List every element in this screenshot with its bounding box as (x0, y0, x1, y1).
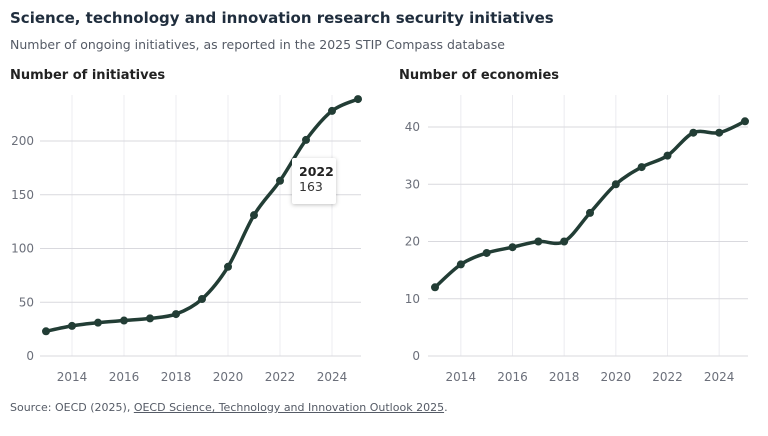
data-point (482, 248, 491, 257)
data-point (302, 135, 310, 144)
data-point (456, 260, 465, 269)
x-tick-label: 2020 (601, 370, 632, 384)
data-point (741, 117, 749, 126)
y-tick-label: 40 (405, 120, 420, 134)
data-point (120, 316, 128, 325)
data-point (611, 180, 620, 189)
data-point (508, 243, 517, 252)
x-tick-label: 2022 (265, 370, 296, 384)
data-point (276, 176, 284, 185)
y-tick-label: 0 (412, 349, 420, 363)
y-tick-label: 10 (405, 292, 420, 306)
data-point (560, 237, 569, 246)
data-point (637, 163, 646, 172)
y-tick-label: 100 (11, 242, 34, 256)
data-point (172, 310, 180, 319)
chart-title: Science, technology and innovation resea… (10, 9, 554, 27)
source-note: Source: OECD (2025), OECD Science, Techn… (10, 401, 448, 414)
y-tick-label: 0 (26, 349, 34, 363)
data-point (250, 211, 258, 220)
x-tick-label: 2018 (161, 370, 192, 384)
source-suffix: . (444, 401, 448, 414)
right-chart-title: Number of economies (399, 68, 560, 83)
y-tick-label: 200 (11, 134, 34, 148)
data-point (328, 106, 336, 115)
data-point (354, 95, 362, 104)
tooltip: 2022 163 (292, 158, 336, 204)
series-line (433, 119, 746, 289)
y-tick-label: 20 (405, 235, 420, 249)
data-point (94, 318, 102, 327)
y-tick-label: 150 (11, 188, 34, 202)
data-point (689, 128, 698, 137)
data-point (42, 327, 50, 336)
data-point (431, 283, 439, 292)
x-tick-label: 2022 (652, 370, 683, 384)
x-tick-label: 2024 (317, 370, 348, 384)
x-tick-label: 2014 (446, 370, 477, 384)
chart-subtitle: Number of ongoing initiatives, as report… (10, 37, 505, 52)
data-point (68, 321, 76, 330)
y-tick-label: 50 (19, 295, 34, 309)
y-tick-label: 30 (405, 177, 420, 191)
source-link[interactable]: OECD Science, Technology and Innovation … (133, 401, 445, 414)
left-chart-title: Number of initiatives (10, 68, 166, 83)
x-tick-label: 2014 (57, 370, 88, 384)
x-tick-label: 2016 (109, 370, 140, 384)
data-point (663, 151, 672, 160)
data-point (146, 314, 154, 323)
data-point (715, 128, 724, 137)
tooltip-year: 2022 (299, 164, 334, 179)
x-tick-label: 2020 (213, 370, 244, 384)
x-tick-label: 2018 (549, 370, 580, 384)
data-point (198, 295, 206, 304)
x-tick-label: 2024 (704, 370, 735, 384)
data-point (224, 262, 232, 271)
tooltip-value: 163 (299, 179, 323, 194)
source-prefix: Source: OECD (2025), (10, 401, 134, 414)
x-tick-label: 2016 (497, 370, 528, 384)
data-point (534, 237, 543, 246)
data-point (586, 208, 594, 217)
